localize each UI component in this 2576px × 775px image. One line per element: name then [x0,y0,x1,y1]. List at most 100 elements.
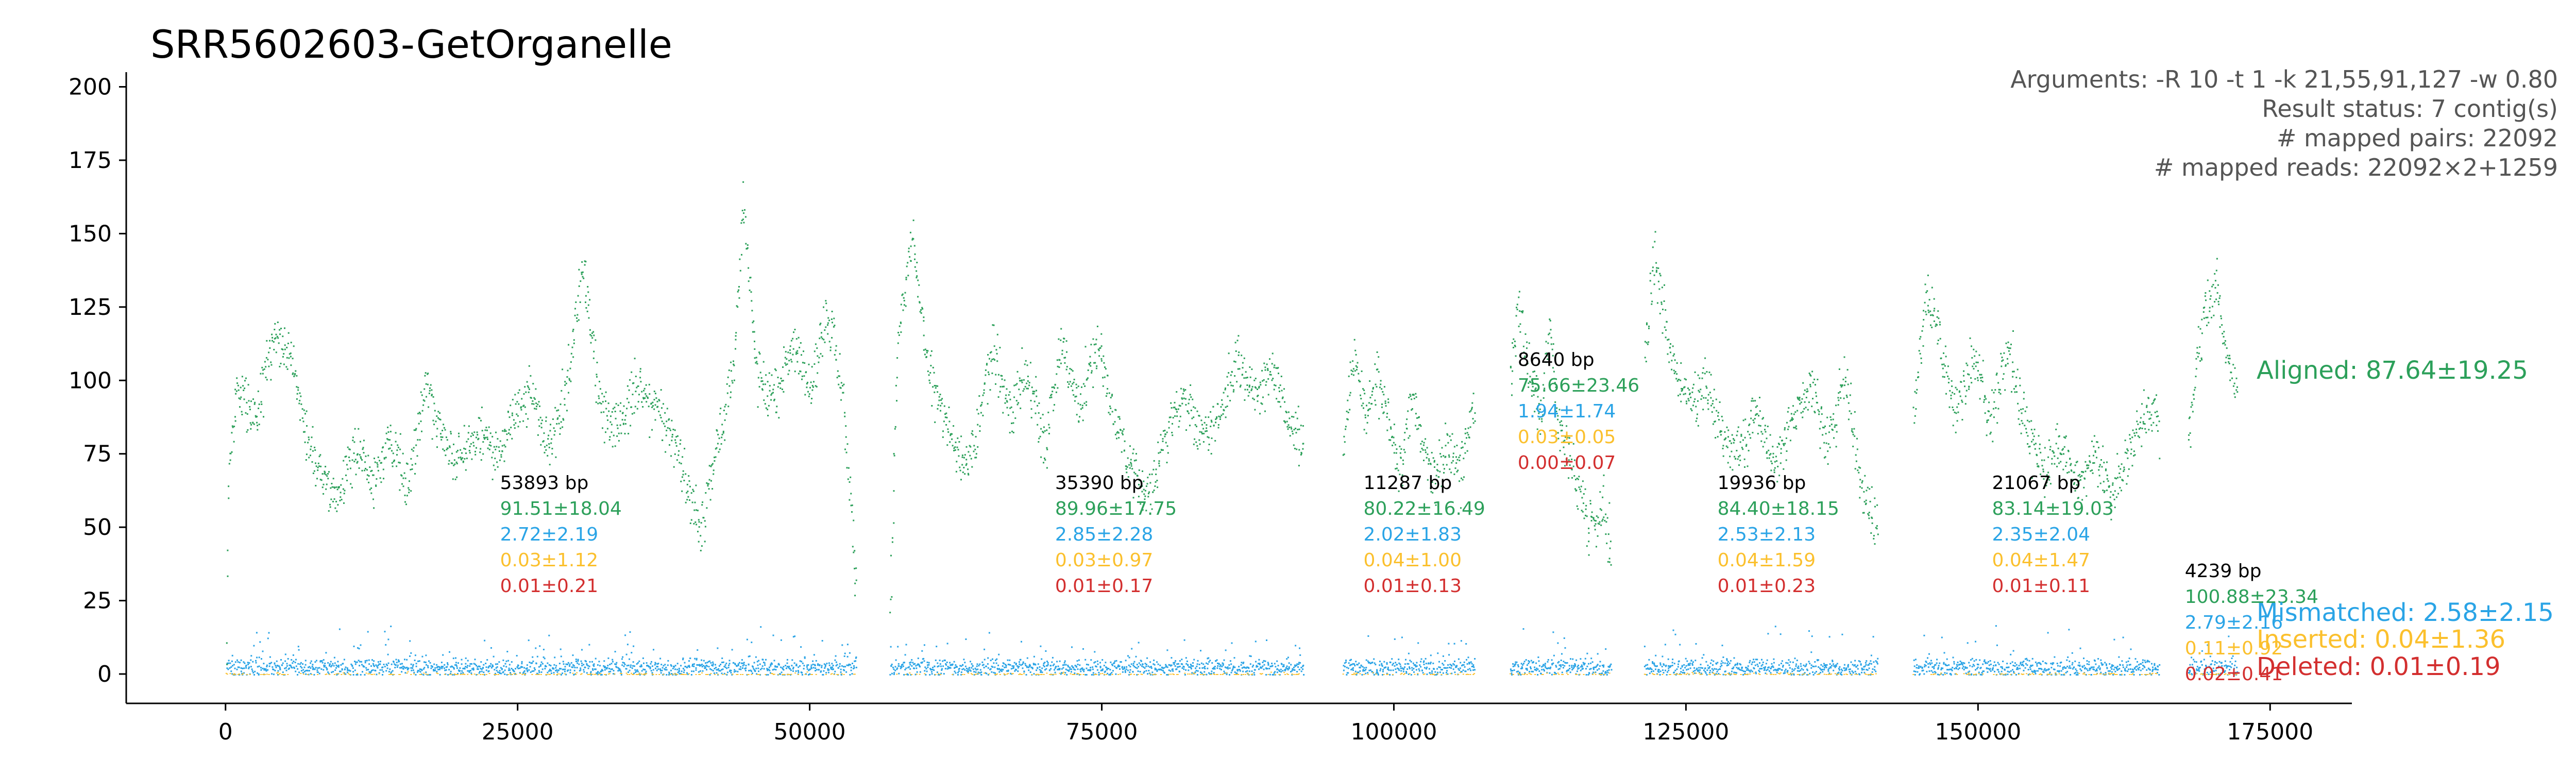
aligned-point [846,443,849,445]
aligned-point [585,261,587,263]
inserted-point [645,673,647,675]
mismatched-point [1343,665,1345,667]
mismatched-point [624,664,626,665]
mismatched-point [1153,663,1155,665]
mismatched-point [1196,663,1198,665]
aligned-point [725,403,727,406]
aligned-point [554,430,556,432]
mismatched-point [239,674,241,676]
mismatched-point [1352,669,1354,671]
aligned-point [486,436,488,439]
mismatched-point [720,664,722,665]
aligned-point [489,441,492,443]
aligned-point [1386,416,1388,418]
mismatched-point [1448,654,1450,656]
aligned-point [1090,365,1092,367]
aligned-point [1059,359,1061,361]
aligned-point [317,469,319,471]
mismatched-point [821,640,823,642]
aligned-point [754,348,756,350]
mismatched-point [1300,667,1302,668]
aligned-point [1269,371,1272,373]
aligned-point [1368,409,1370,411]
aligned-point [763,399,765,401]
mismatched-point [1171,664,1173,666]
mismatched-point [540,671,543,673]
aligned-point [312,473,314,474]
mismatched-point [611,668,613,670]
aligned-point [634,406,636,408]
mismatched-point [1065,664,1067,666]
mismatched-point [1168,669,1170,671]
aligned-point [336,510,338,512]
mismatched-point [980,671,982,673]
aligned-point [227,575,229,577]
aligned-point [1354,349,1357,351]
aligned-point [1100,358,1103,360]
inserted-point [1011,673,1013,675]
mismatched-point [1084,659,1087,661]
mismatched-point [444,669,446,671]
aligned-point [570,361,572,363]
aligned-point [344,490,346,492]
mismatched-point [312,667,314,669]
aligned-point [849,481,851,483]
aligned-point [348,457,350,458]
mismatched-point [772,634,774,636]
inserted-point [626,674,629,675]
inserted-point [1259,673,1261,675]
mismatched-point [721,658,723,659]
aligned-point [777,386,779,388]
aligned-point [1107,388,1109,390]
mismatched-point [1433,668,1435,670]
mismatched-point [738,668,740,670]
inserted-point [699,674,701,675]
mismatched-point [1465,643,1467,645]
aligned-point [890,598,892,600]
inserted-point [234,674,236,675]
mismatched-point [820,671,822,673]
mismatched-point [1229,660,1231,662]
mismatched-point [382,674,383,676]
mismatched-point [345,673,347,675]
inserted-point [540,674,542,675]
mismatched-point [1299,662,1301,664]
aligned-point [1216,416,1218,418]
mismatched-point [1437,652,1439,654]
inserted-point [535,674,537,675]
mismatched-point [1234,666,1236,668]
mismatched-point [508,669,510,671]
mismatched-point [596,672,598,674]
mismatched-point [791,659,793,661]
mismatched-point [525,668,527,670]
inserted-point [1149,673,1151,675]
mismatched-point [302,672,304,673]
aligned-point [465,469,467,471]
aligned-point [965,446,968,448]
aligned-point [767,415,769,416]
aligned-point [1287,411,1290,413]
mismatched-point [1217,662,1218,664]
mismatched-point [755,667,757,669]
aligned-point [782,366,784,368]
mismatched-point [1272,674,1274,676]
mismatched-point [806,666,808,668]
aligned-point [421,410,423,412]
mismatched-point [502,671,504,673]
mismatched-point [652,674,653,676]
mismatched-point [1444,660,1446,662]
aligned-point [819,324,821,326]
aligned-point [939,394,941,395]
mismatched-point [313,668,315,670]
aligned-point [544,451,546,453]
mismatched-point [429,674,431,676]
aligned-point [754,357,756,359]
mismatched-point [1389,674,1391,676]
aligned-point [537,434,539,436]
aligned-point [1293,429,1295,431]
aligned-point [1215,422,1217,424]
inserted-point [1003,673,1005,675]
mismatched-point [593,663,595,665]
inserted-point [393,674,395,675]
mismatched-point [718,665,720,667]
